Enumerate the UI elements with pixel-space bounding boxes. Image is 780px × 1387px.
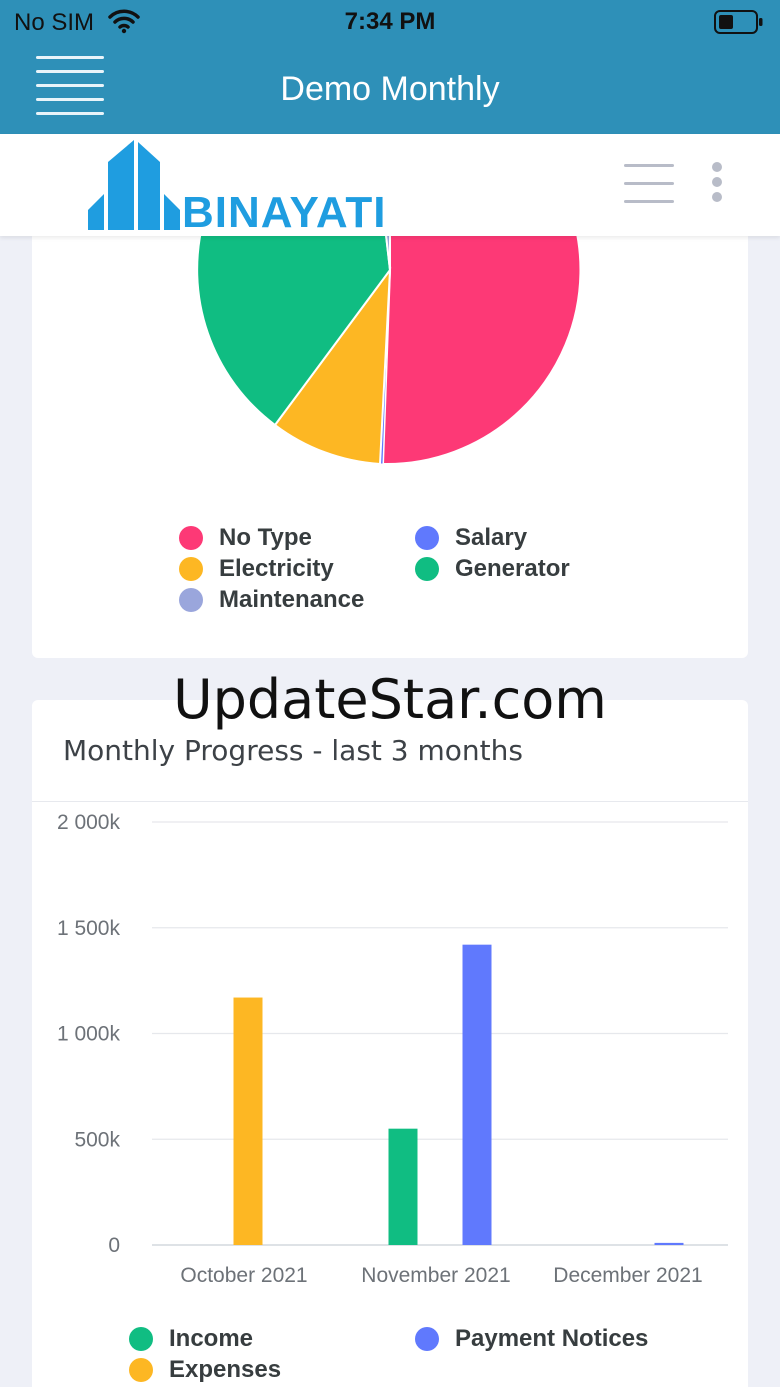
expense-pie-chart — [196, 200, 582, 466]
pie-slice-no-type — [381, 200, 582, 466]
menu-button[interactable] — [36, 56, 104, 118]
carrier-label: No SIM — [14, 9, 95, 36]
legend-label: Payment Notices — [455, 1325, 649, 1352]
menu-line — [36, 56, 104, 59]
y-tick-label: 500k — [74, 1128, 120, 1151]
monthly-progress-bar-chart: 0 500k 1 000k 1 500k 2 000k October 2021 Nove… — [57, 811, 728, 1287]
legend-item-payment-notices[interactable]: Payment Notices — [415, 1325, 648, 1353]
bar-payment-notices[interactable] — [654, 1242, 684, 1245]
legend-dot — [415, 526, 439, 550]
y-tick-label: 2 000k — [57, 811, 121, 834]
bar-payment-notices[interactable] — [462, 944, 492, 1245]
wifi-icon — [108, 9, 140, 34]
legend-dot — [415, 557, 439, 581]
menu-line — [36, 70, 104, 73]
building-logo-icon — [88, 140, 180, 230]
x-tick-label: November 2021 — [361, 1264, 510, 1287]
legend-label: Generator — [455, 555, 570, 582]
legend-item-generator[interactable]: Generator — [415, 555, 570, 583]
page-title: Demo Monthly — [280, 70, 500, 108]
legend-item-expenses[interactable]: Expenses — [129, 1356, 281, 1384]
legend-dot — [179, 588, 203, 612]
clock: 7:34 PM — [344, 8, 436, 35]
legend-dot — [129, 1327, 153, 1351]
list-menu-icon[interactable] — [624, 164, 674, 204]
card-title: Monthly Progress - last 3 months — [63, 734, 523, 767]
watermark-text: UpdateStar.com — [173, 668, 607, 731]
legend-item-no-type[interactable]: No Type — [179, 524, 312, 552]
y-tick-label: 0 — [108, 1234, 120, 1257]
legend-label: Maintenance — [219, 586, 365, 613]
legend-label: Expenses — [169, 1356, 282, 1383]
legend-dot — [415, 1327, 439, 1351]
logo-text: BINAYATI — [182, 188, 387, 237]
legend-item-salary[interactable]: Salary — [415, 524, 527, 552]
legend-dot — [179, 526, 203, 550]
bar-income[interactable] — [388, 1128, 418, 1245]
more-options-icon[interactable] — [710, 162, 724, 204]
app-header: Demo Monthly — [0, 44, 780, 134]
bar-expenses[interactable] — [233, 997, 263, 1245]
legend-item-income[interactable]: Income — [129, 1325, 253, 1353]
legend-label: Salary — [455, 524, 528, 551]
x-tick-label: December 2021 — [553, 1264, 702, 1287]
y-tick-label: 1 500k — [57, 917, 121, 940]
menu-line — [36, 84, 104, 87]
pie-slice-electricity — [273, 266, 392, 466]
battery-icon — [714, 10, 763, 34]
status-bar: No SIM 7:34 PM — [0, 0, 780, 44]
legend-label: Income — [169, 1325, 254, 1352]
menu-line — [36, 112, 104, 115]
divider — [32, 801, 748, 802]
x-tick-label: October 2021 — [180, 1264, 307, 1287]
brand-bar: BINAYATI — [0, 134, 780, 237]
menu-line — [36, 98, 104, 101]
legend-item-maintenance[interactable]: Maintenance — [179, 586, 364, 614]
legend-label: Electricity — [219, 555, 334, 582]
legend-item-electricity[interactable]: Electricity — [179, 555, 334, 583]
legend-dot — [129, 1358, 153, 1382]
monthly-progress-card: Monthly Progress - last 3 months 0 500k 1 … — [32, 700, 748, 1387]
expense-type-card: No Type Salary Electricity Generator Mai… — [32, 200, 748, 658]
binayati-logo[interactable]: BINAYATI — [86, 140, 385, 237]
legend-dot — [179, 557, 203, 581]
y-tick-label: 1 000k — [57, 1023, 121, 1046]
legend-label: No Type — [219, 524, 312, 551]
